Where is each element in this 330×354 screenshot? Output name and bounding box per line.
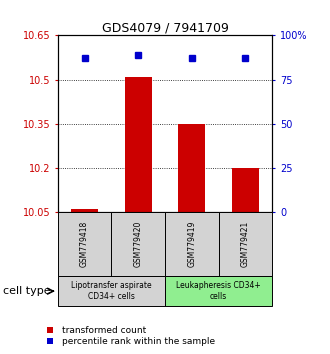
Bar bbox=[112, 212, 165, 276]
Text: GSM779420: GSM779420 bbox=[134, 221, 143, 268]
Bar bbox=[179, 124, 205, 212]
Legend: transformed count, percentile rank within the sample: transformed count, percentile rank withi… bbox=[38, 322, 218, 349]
Bar bbox=[58, 212, 112, 276]
Text: Lipotransfer aspirate
CD34+ cells: Lipotransfer aspirate CD34+ cells bbox=[71, 281, 152, 301]
Bar bbox=[125, 77, 151, 212]
Text: GSM779421: GSM779421 bbox=[241, 221, 250, 267]
Bar bbox=[165, 212, 218, 276]
Bar bbox=[218, 212, 272, 276]
Bar bbox=[165, 276, 272, 306]
Text: GSM779419: GSM779419 bbox=[187, 221, 196, 268]
Text: cell type: cell type bbox=[3, 286, 51, 296]
Bar bbox=[71, 210, 98, 212]
Bar bbox=[232, 168, 259, 212]
Text: Leukapheresis CD34+
cells: Leukapheresis CD34+ cells bbox=[176, 281, 261, 301]
Bar bbox=[58, 276, 165, 306]
Text: GSM779418: GSM779418 bbox=[80, 221, 89, 267]
Title: GDS4079 / 7941709: GDS4079 / 7941709 bbox=[102, 21, 228, 34]
